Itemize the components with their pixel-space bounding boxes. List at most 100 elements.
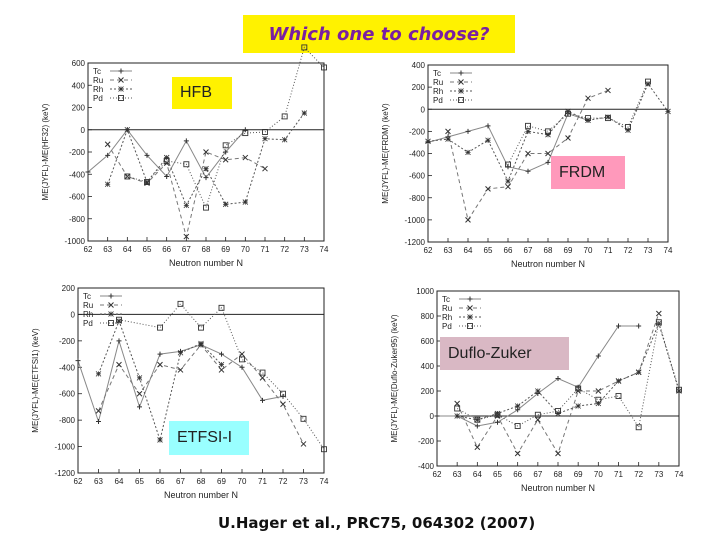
- chart-hfb: 62 63 64 65 66 67 68 69 70 71 72 73 74 -1000 -800 -600 -…: [41, 44, 329, 268]
- legend-label: Tc: [433, 69, 441, 78]
- legend-label: Pd: [442, 322, 452, 331]
- legend-label: Pd: [433, 96, 443, 105]
- data-point-pd: [555, 408, 561, 414]
- data-point-tc: [485, 123, 491, 129]
- data-point-tc: [144, 152, 150, 158]
- data-point-rh: [485, 137, 491, 144]
- data-point-pd: [321, 64, 327, 71]
- data-point-rh: [144, 179, 150, 185]
- data-point-rh: [635, 369, 642, 376]
- y-axis-label: ME(JYFL)-ME(HF32) (keV): [41, 103, 50, 200]
- data-point-rh: [665, 108, 671, 115]
- y-tick-label: 800: [421, 312, 435, 321]
- x-tick-label: 74: [320, 477, 329, 486]
- y-tick-label: -200: [69, 148, 86, 157]
- y-tick-label: -400: [409, 150, 426, 159]
- y-tick-label: 200: [421, 387, 435, 396]
- legend-marker: [118, 68, 124, 74]
- x-tick-label: 71: [261, 245, 270, 254]
- data-point-tc: [85, 169, 91, 175]
- series-line-rh: [107, 112, 305, 207]
- x-tick-label: 73: [300, 245, 309, 254]
- data-point-tc: [616, 323, 621, 329]
- legend-marker: [118, 86, 124, 92]
- y-axis-label: ME(JYFL)-ME(Duflo-Zuker95) (keV): [390, 314, 399, 442]
- data-point-ru: [514, 450, 521, 457]
- legend-marker: [467, 305, 473, 311]
- data-point-rh: [525, 128, 531, 135]
- data-point-pd: [239, 356, 245, 363]
- y-tick-label: -600: [59, 390, 76, 399]
- data-point-rh: [425, 138, 431, 145]
- data-point-tc: [474, 423, 480, 429]
- data-point-tc: [219, 351, 224, 357]
- x-tick-label: 64: [115, 477, 124, 486]
- data-point-rh: [625, 127, 631, 134]
- legend-label: Ru: [442, 304, 452, 313]
- series-line-ru: [456, 313, 660, 455]
- data-point-tc: [595, 353, 601, 359]
- y-tick-label: -200: [418, 437, 435, 446]
- data-point-ru: [104, 141, 111, 148]
- citation: U.Hager et al., PRC75, 064302 (2007): [218, 514, 536, 532]
- data-point-pd: [545, 128, 551, 135]
- data-point-tc: [495, 419, 500, 425]
- data-point-pd: [635, 424, 642, 431]
- y-tick-label: 600: [421, 337, 435, 346]
- data-point-rh: [95, 371, 102, 377]
- series-ru: [104, 141, 268, 240]
- x-tick-label: 73: [644, 246, 653, 255]
- data-point-rh: [104, 181, 111, 188]
- data-point-pd: [280, 390, 286, 397]
- series-line-pd: [127, 46, 325, 209]
- data-point-rh: [676, 388, 682, 394]
- y-tick-label: -600: [69, 193, 86, 202]
- data-point-ru: [157, 361, 163, 368]
- etfsi-label: ETFSI-I: [169, 421, 249, 455]
- x-tick-label: 73: [299, 477, 308, 486]
- x-tick-label: 71: [614, 470, 623, 479]
- legend-marker: [458, 97, 464, 103]
- data-point-rh: [301, 110, 308, 116]
- y-tick-label: -1000: [65, 237, 86, 246]
- data-point-tc: [525, 168, 531, 174]
- data-point-rh: [198, 340, 204, 347]
- data-point-tc: [555, 376, 561, 381]
- y-tick-label: -1200: [405, 238, 426, 247]
- data-point-ru: [585, 95, 591, 102]
- data-point-pd: [676, 386, 682, 393]
- data-point-ru: [116, 361, 122, 368]
- series-tc: [85, 127, 248, 181]
- y-tick-label: -800: [69, 215, 86, 224]
- legend-label: Tc: [93, 67, 101, 76]
- x-tick-label: 66: [162, 245, 171, 254]
- data-point-ru: [239, 351, 245, 357]
- x-tick-label: 63: [444, 246, 453, 255]
- data-point-rh: [157, 437, 163, 443]
- data-point-tc: [164, 173, 170, 179]
- data-point-rh: [595, 400, 602, 407]
- y-tick-label: -1200: [55, 469, 76, 478]
- data-point-pd: [615, 393, 622, 399]
- legend-marker: [118, 77, 124, 83]
- data-point-tc: [157, 351, 163, 357]
- slide-title: Which one to choose?: [243, 15, 515, 53]
- x-tick-label: 69: [574, 470, 583, 479]
- x-tick-label: 68: [554, 470, 563, 479]
- legend-label: Rh: [433, 87, 443, 96]
- series-line-pd: [118, 303, 325, 450]
- x-tick-label: 72: [634, 470, 643, 479]
- x-tick-label: 65: [493, 470, 502, 479]
- data-point-ru: [218, 367, 225, 373]
- series-line-tc: [87, 128, 246, 179]
- data-point-tc: [75, 358, 81, 364]
- data-point-rh: [177, 349, 184, 356]
- data-point-ru: [280, 401, 286, 408]
- data-point-pd: [655, 319, 662, 326]
- data-point-ru: [445, 128, 451, 135]
- data-point-tc: [203, 175, 209, 181]
- legend-label: Rh: [83, 310, 93, 319]
